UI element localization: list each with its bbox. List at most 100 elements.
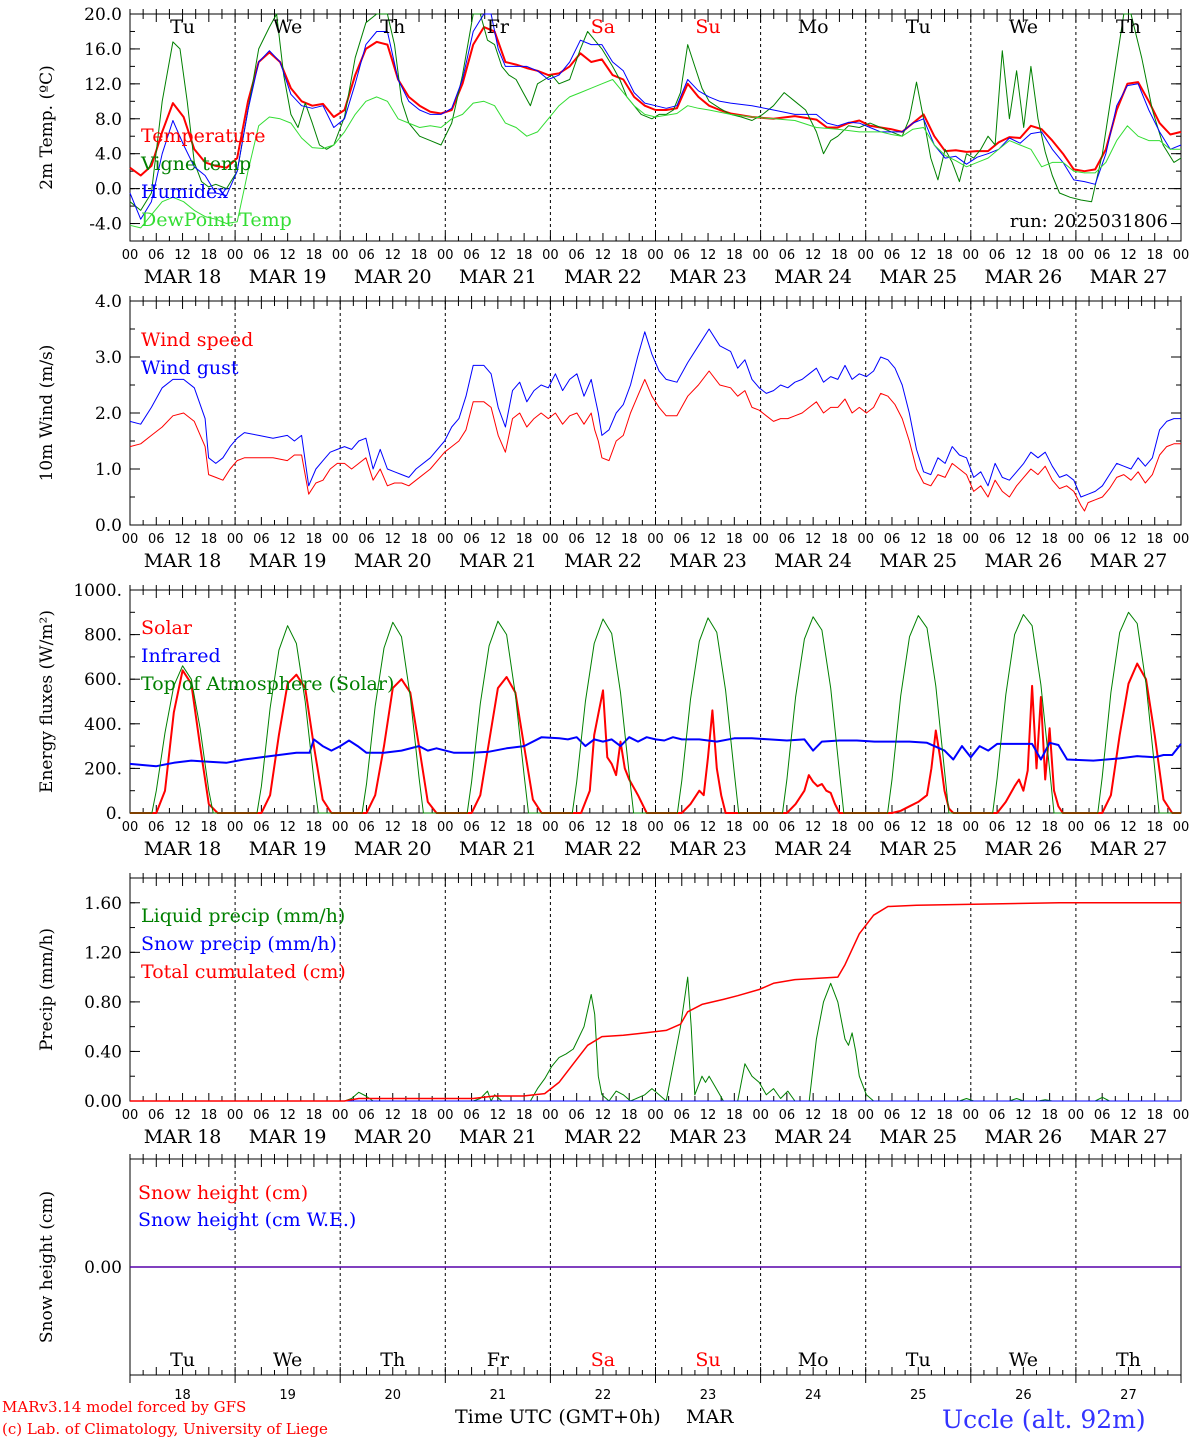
hour-ticks — [129, 585, 1182, 813]
hour-label: 00 — [963, 248, 980, 263]
hour-label: 12 — [1015, 248, 1032, 263]
hour-label: 00 — [437, 248, 454, 263]
hour-label: 06 — [148, 1108, 165, 1123]
hour-label: 18 — [726, 532, 743, 547]
hour-label: 18 — [621, 532, 638, 547]
date-label: MAR 25 — [879, 1126, 957, 1148]
series-line-2 — [129, 736, 1182, 768]
hour-label: 00 — [1173, 1108, 1190, 1123]
hour-label: 00 — [542, 248, 559, 263]
hour-label: 12 — [490, 532, 507, 547]
hour-label: 00 — [1068, 248, 1085, 263]
hour-label: 06 — [358, 248, 375, 263]
hour-label: 18 — [1041, 1108, 1058, 1123]
hour-label: 18 — [411, 532, 428, 547]
date-label: MAR 20 — [354, 550, 432, 572]
hour-label: 18 — [516, 532, 533, 547]
hour-label: 12 — [910, 248, 927, 263]
hour-label: 12 — [1120, 532, 1137, 547]
y-tick-label: 600. — [84, 670, 122, 690]
hour-label: 00 — [857, 532, 874, 547]
date-label: MAR 26 — [984, 838, 1062, 860]
day-number: 27 — [1120, 1388, 1137, 1403]
hour-label: 00 — [963, 820, 980, 835]
hour-label: 18 — [936, 532, 953, 547]
y-tick-label: 0.0 — [95, 516, 122, 536]
hour-label: 00 — [647, 532, 664, 547]
legend-entry-3: Top of Atmosphere (Solar) — [141, 673, 394, 695]
legend-entry-4: DewPoint Temp — [141, 209, 292, 231]
hour-label: 12 — [700, 1108, 717, 1123]
hour-label: 06 — [884, 248, 901, 263]
date-label: MAR 21 — [459, 838, 537, 860]
hour-label: 12 — [174, 820, 191, 835]
hour-label: 12 — [595, 1108, 612, 1123]
plot-frame — [129, 300, 1182, 526]
y-axis-label: Precip (mm/h) — [37, 928, 57, 1051]
hour-label: 00 — [542, 532, 559, 547]
hour-label: 18 — [936, 1108, 953, 1123]
date-label: MAR 27 — [1090, 550, 1168, 572]
series-line-2 — [129, 13, 1182, 211]
hour-label: 12 — [384, 820, 401, 835]
hour-label: 00 — [227, 248, 244, 263]
date-label: MAR 18 — [144, 550, 222, 572]
hour-label: 06 — [253, 248, 270, 263]
day-name: Tu — [170, 16, 195, 38]
hour-label: 00 — [227, 820, 244, 835]
hour-label: 12 — [279, 1108, 296, 1123]
hour-label: 18 — [831, 1108, 848, 1123]
hour-label: 06 — [148, 248, 165, 263]
hour-label: 06 — [1094, 248, 1111, 263]
panel-1: -4.0 0.0 4.0 8.0 12.0 16.0 20.0 2m Temp. (ºC) Te… — [37, 5, 1189, 288]
hour-label: 12 — [1120, 820, 1137, 835]
day-number: 23 — [700, 1388, 717, 1403]
hour-label: 18 — [306, 1108, 323, 1123]
hour-label: 00 — [227, 1108, 244, 1123]
hour-ticks — [129, 296, 1182, 525]
day-name: Su — [695, 1349, 720, 1371]
hour-label: 18 — [306, 820, 323, 835]
hour-label: 06 — [568, 1108, 585, 1123]
hour-label: 00 — [752, 1108, 769, 1123]
hour-label: 18 — [411, 248, 428, 263]
y-tick-label: 16.0 — [84, 40, 122, 60]
date-label: MAR 24 — [774, 550, 852, 572]
y-tick-label: 1.0 — [95, 460, 122, 480]
series-line-3 — [130, 611, 1181, 814]
hour-label: 06 — [1094, 532, 1111, 547]
hour-label: 18 — [726, 248, 743, 263]
hour-label: 06 — [779, 1108, 796, 1123]
hour-label: 00 — [227, 532, 244, 547]
legend-entry-3: Total cumulated (cm) — [141, 961, 346, 983]
date-label: MAR 22 — [564, 838, 642, 860]
hour-label: 18 — [831, 248, 848, 263]
day-name: Th — [1116, 16, 1141, 38]
day-name: Mo — [798, 1349, 829, 1371]
hour-label: 06 — [358, 1108, 375, 1123]
day-name: We — [273, 16, 302, 38]
date-label: MAR 22 — [564, 550, 642, 572]
hour-label: 12 — [384, 532, 401, 547]
hour-label: 06 — [253, 1108, 270, 1123]
date-label: MAR 18 — [144, 1126, 222, 1148]
hour-label: 12 — [174, 248, 191, 263]
hour-label: 12 — [279, 820, 296, 835]
day-name: We — [1009, 1349, 1038, 1371]
y-tick-label: 8.0 — [95, 110, 122, 130]
y-tick-label: 0.40 — [84, 1042, 122, 1062]
hour-label: 18 — [936, 820, 953, 835]
hour-label: 00 — [857, 1108, 874, 1123]
hour-label: 18 — [1146, 532, 1163, 547]
legend-entry-2: Snow precip (mm/h) — [141, 933, 337, 955]
panel-2: 0.0 1.0 2.0 3.0 4.0 10m Wind (m/s) Wind speed W… — [37, 292, 1189, 572]
y-tick-label: 0. — [106, 804, 122, 824]
hour-label: 06 — [568, 248, 585, 263]
hour-label: 06 — [779, 820, 796, 835]
model-credit: MARv3.14 model forced by GFS — [2, 1398, 246, 1416]
hour-label: 12 — [1015, 820, 1032, 835]
date-label: MAR 25 — [879, 266, 957, 288]
hour-label: 12 — [910, 1108, 927, 1123]
hour-label: 00 — [332, 248, 349, 263]
legend-entry-2: Vigne temp — [140, 153, 251, 175]
